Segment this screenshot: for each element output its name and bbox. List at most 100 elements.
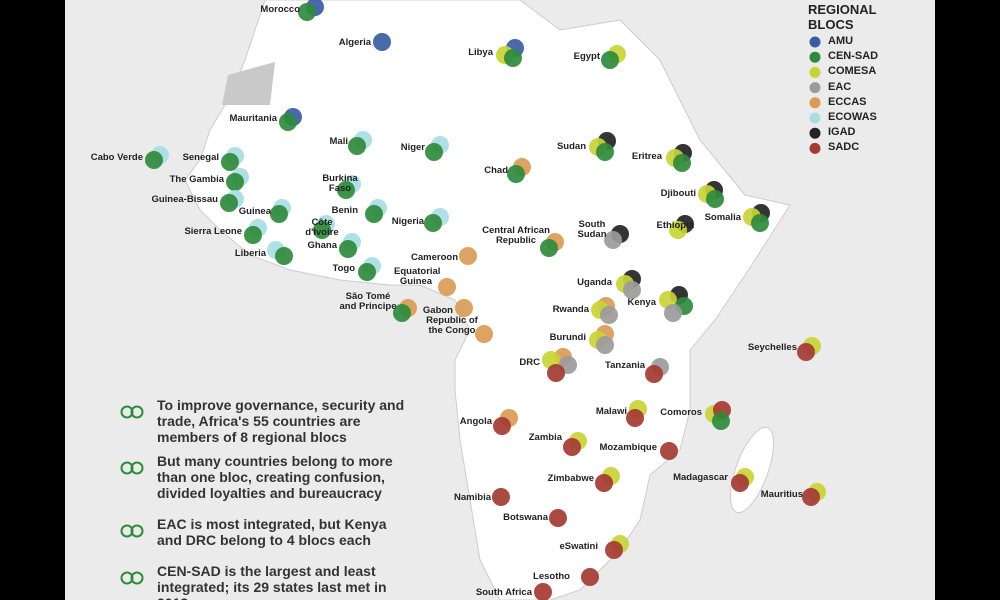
- legend-label: IGAD: [828, 126, 856, 139]
- country-label: Madagascar: [673, 472, 728, 483]
- country-label: South Sudan: [577, 219, 607, 240]
- country-label: Niger: [400, 142, 425, 153]
- legend-swatch: [809, 97, 821, 109]
- bloc-dot: [673, 154, 691, 172]
- country-label: Angola: [459, 416, 492, 427]
- bullet-text: To improve governance, security and trad…: [157, 397, 405, 445]
- bloc-dot: [244, 226, 262, 244]
- legend-swatch: [809, 127, 821, 139]
- country-label: Zimbabwe: [547, 473, 594, 484]
- country-label: Eritrea: [631, 151, 662, 162]
- frame-left: [0, 0, 65, 600]
- country-label: Senegal: [182, 152, 219, 163]
- country-label: Côte d'Ivoire: [305, 217, 339, 238]
- legend-swatch: [809, 82, 821, 94]
- bloc-dot: [492, 488, 510, 506]
- country-label: Morocco: [260, 4, 300, 15]
- bloc-dot: [595, 474, 613, 492]
- country-label: DRC: [519, 357, 540, 368]
- africa-land: [184, 0, 791, 600]
- country-label: Mozambique: [599, 442, 657, 453]
- bloc-dot: [547, 364, 565, 382]
- bloc-dot: [507, 165, 525, 183]
- bloc-dot: [660, 442, 678, 460]
- bloc-dot: [802, 488, 820, 506]
- bloc-dot: [605, 541, 623, 559]
- country-label: Central African Republic: [482, 225, 550, 246]
- country-label: Liberia: [234, 248, 266, 259]
- madagascar: [729, 426, 775, 514]
- bloc-dot: [604, 231, 622, 249]
- country-label: Ghana: [307, 240, 337, 251]
- bloc-dot: [373, 33, 391, 51]
- country-label: eSwatini: [559, 541, 598, 552]
- country-label: Mauritius: [760, 489, 803, 500]
- bloc-dot: [145, 151, 163, 169]
- legend-label: EAC: [828, 80, 852, 93]
- bloc-dot: [425, 143, 443, 161]
- bloc-dot: [393, 304, 411, 322]
- bloc-dot: [600, 306, 618, 324]
- legend-swatch: [809, 36, 821, 48]
- country-label: Cameroon: [411, 252, 458, 263]
- country-label: Lesotho: [533, 571, 570, 582]
- bloc-dot: [581, 568, 599, 586]
- country-label: Equatorial Guinea: [394, 266, 441, 287]
- legend-swatch: [809, 51, 821, 63]
- legend-label: SADC: [828, 141, 860, 154]
- country-label: Seychelles: [747, 342, 797, 353]
- bloc-dot: [504, 49, 522, 67]
- bloc-dot: [601, 51, 619, 69]
- legend-label: CEN-SAD: [828, 50, 879, 63]
- bullet-text: CEN-SAD is the largest and least integra…: [157, 563, 387, 600]
- country-label: Somalia: [704, 212, 741, 223]
- bloc-dot: [626, 409, 644, 427]
- country-label: Djibouti: [660, 188, 696, 199]
- bloc-dot: [540, 239, 558, 257]
- country-label: Gabon: [422, 305, 453, 316]
- bloc-dot: [549, 509, 567, 527]
- bullet-text: EAC is most integrated, but Kenya and DR…: [157, 516, 387, 548]
- country-label: Burundi: [549, 332, 586, 343]
- bloc-dot: [358, 263, 376, 281]
- bloc-dot: [348, 137, 366, 155]
- bloc-dot: [424, 214, 442, 232]
- legend-label: AMU: [828, 35, 854, 47]
- bloc-dot: [645, 365, 663, 383]
- bullet-icon: [130, 571, 144, 585]
- country-label: Rwanda: [552, 304, 589, 315]
- bloc-dot: [459, 247, 477, 265]
- bloc-dot: [220, 194, 238, 212]
- country-label: Botswana: [503, 512, 548, 523]
- legend-swatch: [809, 66, 821, 78]
- country-label: Chad: [484, 165, 508, 176]
- country-label: The Gambia: [169, 174, 224, 185]
- bloc-dot: [298, 3, 316, 21]
- bullet-icon: [130, 524, 144, 538]
- legend-label: ECCAS: [828, 95, 867, 108]
- bloc-dot: [279, 113, 297, 131]
- country-label: Algeria: [338, 37, 371, 48]
- country-label: South Africa: [475, 587, 532, 598]
- bloc-dot: [455, 299, 473, 317]
- bloc-dot: [365, 205, 383, 223]
- country-label: Republic of the Congo: [426, 315, 478, 336]
- bloc-dot: [706, 190, 724, 208]
- country-label: Benin: [331, 205, 358, 216]
- bloc-dot: [438, 278, 456, 296]
- bloc-dot: [270, 205, 288, 223]
- bloc-dot: [664, 304, 682, 322]
- bloc-dot: [731, 474, 749, 492]
- bloc-dot: [563, 438, 581, 456]
- bloc-dot: [493, 417, 511, 435]
- bloc-dot: [339, 240, 357, 258]
- bloc-dot: [475, 325, 493, 343]
- bloc-dot: [596, 143, 614, 161]
- bloc-dot: [797, 343, 815, 361]
- country-label: Egypt: [573, 51, 600, 62]
- country-label: Zambia: [528, 432, 562, 443]
- country-label: Sudan: [556, 141, 586, 152]
- country-label: Mauritania: [229, 113, 277, 124]
- country-label: Ethiopia: [656, 220, 694, 231]
- legend-swatch: [809, 142, 821, 154]
